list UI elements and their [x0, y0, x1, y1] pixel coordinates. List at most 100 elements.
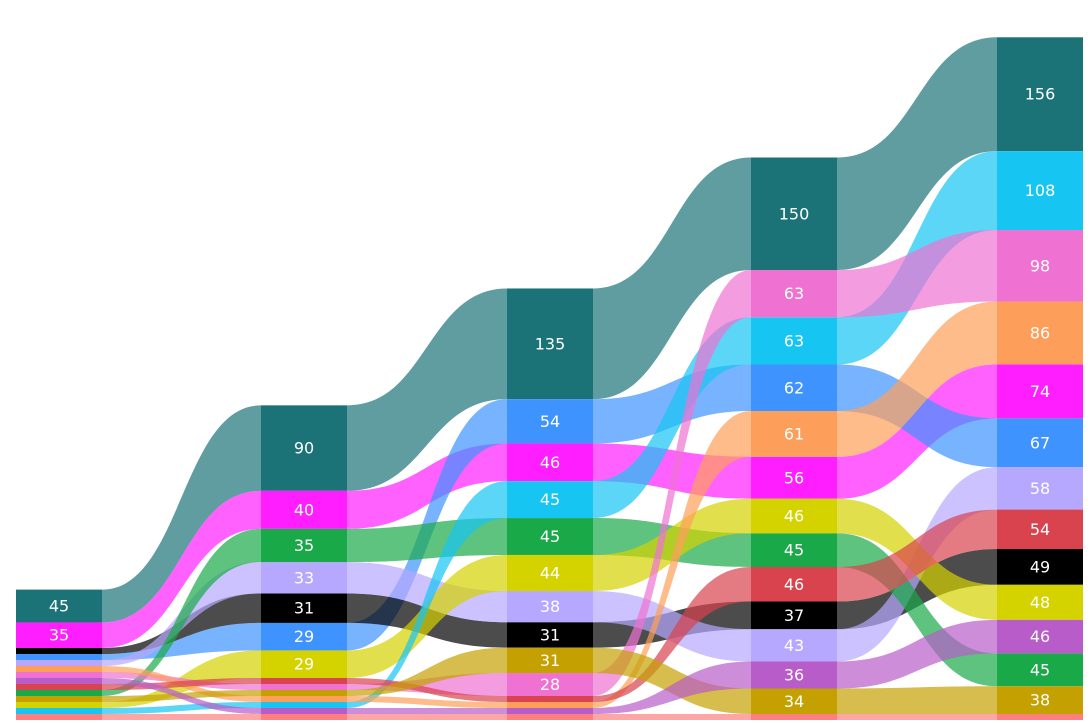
value-label-5-2: 45	[540, 527, 560, 546]
node-10-4	[997, 509, 1083, 550]
value-label-4-3: 43	[784, 636, 804, 655]
node-9-0	[16, 666, 102, 672]
node-4-3	[751, 629, 837, 662]
value-label-2-3: 62	[784, 378, 804, 397]
flow-8-3	[837, 230, 997, 318]
value-label-8-2: 28	[540, 675, 560, 694]
flow-1-0	[102, 490, 261, 648]
node-13-4	[997, 714, 1083, 720]
value-label-1-2: 46	[540, 453, 560, 472]
node-13-0	[16, 714, 102, 720]
flow-11-1	[347, 647, 507, 696]
node-11-3	[751, 688, 837, 714]
node-2-4	[997, 418, 1083, 468]
flow-13-3	[837, 714, 997, 720]
node-0-0	[16, 589, 102, 623]
flow-0-2	[593, 157, 751, 400]
value-label-4-2: 38	[540, 597, 560, 616]
value-label-2-4: 67	[1030, 433, 1050, 452]
node-6-2	[507, 554, 593, 592]
node-12-2	[507, 708, 593, 714]
node-9-4	[997, 301, 1083, 365]
node-0-1	[261, 405, 347, 491]
value-label-12-4: 46	[1030, 627, 1050, 646]
node-11-1	[261, 690, 347, 696]
node-2-0	[16, 654, 102, 660]
node-13-2	[507, 714, 593, 720]
node-7-3	[751, 317, 837, 365]
flow-12-2	[593, 661, 751, 714]
node-5-3	[751, 533, 837, 567]
node-1-1	[261, 490, 347, 529]
value-label-4-4: 58	[1030, 479, 1050, 498]
node-13-1	[261, 714, 347, 720]
node-4-2	[507, 591, 593, 623]
value-label-3-1: 31	[294, 599, 314, 618]
node-1-3	[751, 456, 837, 499]
value-label-7-4: 108	[1025, 181, 1056, 200]
node-8-2	[507, 673, 593, 696]
value-label-11-3: 34	[784, 692, 804, 711]
value-label-9-4: 86	[1030, 323, 1050, 342]
value-label-1-0: 35	[49, 626, 69, 645]
node-0-3	[751, 157, 837, 270]
node-4-4	[997, 467, 1083, 510]
flow-5-0	[102, 528, 261, 696]
flow-4-2	[593, 591, 751, 662]
value-label-4-1: 33	[294, 568, 314, 587]
flow-9-1	[347, 696, 507, 708]
node-10-1	[261, 678, 347, 684]
node-1-0	[16, 622, 102, 648]
node-7-4	[997, 151, 1083, 231]
value-label-2-1: 29	[294, 627, 314, 646]
flow-3-3	[837, 549, 997, 630]
flow-12-0	[102, 678, 261, 714]
node-3-3	[751, 601, 837, 630]
node-7-1	[261, 702, 347, 708]
node-6-1	[261, 650, 347, 678]
node-12-1	[261, 708, 347, 714]
value-label-0-4: 156	[1025, 85, 1056, 104]
node-0-4	[997, 37, 1083, 152]
label-layer: 45 90 135 150 156 35 40 46 56 74 29 54 62 67 31 31 37 49 3…	[49, 85, 1055, 711]
flow-11-2	[593, 647, 751, 714]
value-label-3-3: 37	[784, 606, 804, 625]
node-layer	[16, 37, 1083, 720]
node-10-3	[751, 567, 837, 602]
flow-0-0	[102, 405, 261, 623]
value-label-10-3: 46	[784, 575, 804, 594]
node-5-0	[16, 690, 102, 696]
node-4-0	[16, 660, 102, 666]
node-1-4	[997, 364, 1083, 419]
flow-10-1	[347, 678, 507, 702]
flow-9-3	[837, 301, 997, 457]
value-label-1-1: 40	[294, 500, 314, 519]
value-label-11-2: 31	[540, 651, 560, 670]
flow-10-3	[837, 509, 997, 602]
node-8-4	[997, 230, 1083, 302]
node-3-1	[261, 593, 347, 623]
node-12-4	[997, 619, 1083, 654]
node-6-4	[997, 584, 1083, 620]
value-label-1-4: 74	[1030, 382, 1050, 401]
flow-6-2	[593, 498, 751, 592]
value-label-5-3: 45	[784, 541, 804, 560]
flow-12-1	[347, 708, 507, 714]
node-0-2	[507, 288, 593, 400]
node-5-1	[261, 528, 347, 563]
node-1-2	[507, 443, 593, 482]
node-6-3	[751, 498, 837, 534]
value-label-0-1: 90	[294, 439, 314, 458]
value-label-5-1: 35	[294, 536, 314, 555]
flow-11-3	[837, 686, 997, 714]
node-3-0	[16, 648, 102, 654]
flow-0-3	[837, 37, 997, 270]
node-7-2	[507, 481, 593, 519]
node-3-4	[997, 549, 1083, 585]
value-label-6-1: 29	[294, 655, 314, 674]
value-label-6-4: 48	[1030, 593, 1050, 612]
flow-2-3	[837, 364, 997, 468]
flow-13-1	[347, 714, 507, 720]
node-11-0	[16, 696, 102, 702]
value-label-6-3: 46	[784, 507, 804, 526]
